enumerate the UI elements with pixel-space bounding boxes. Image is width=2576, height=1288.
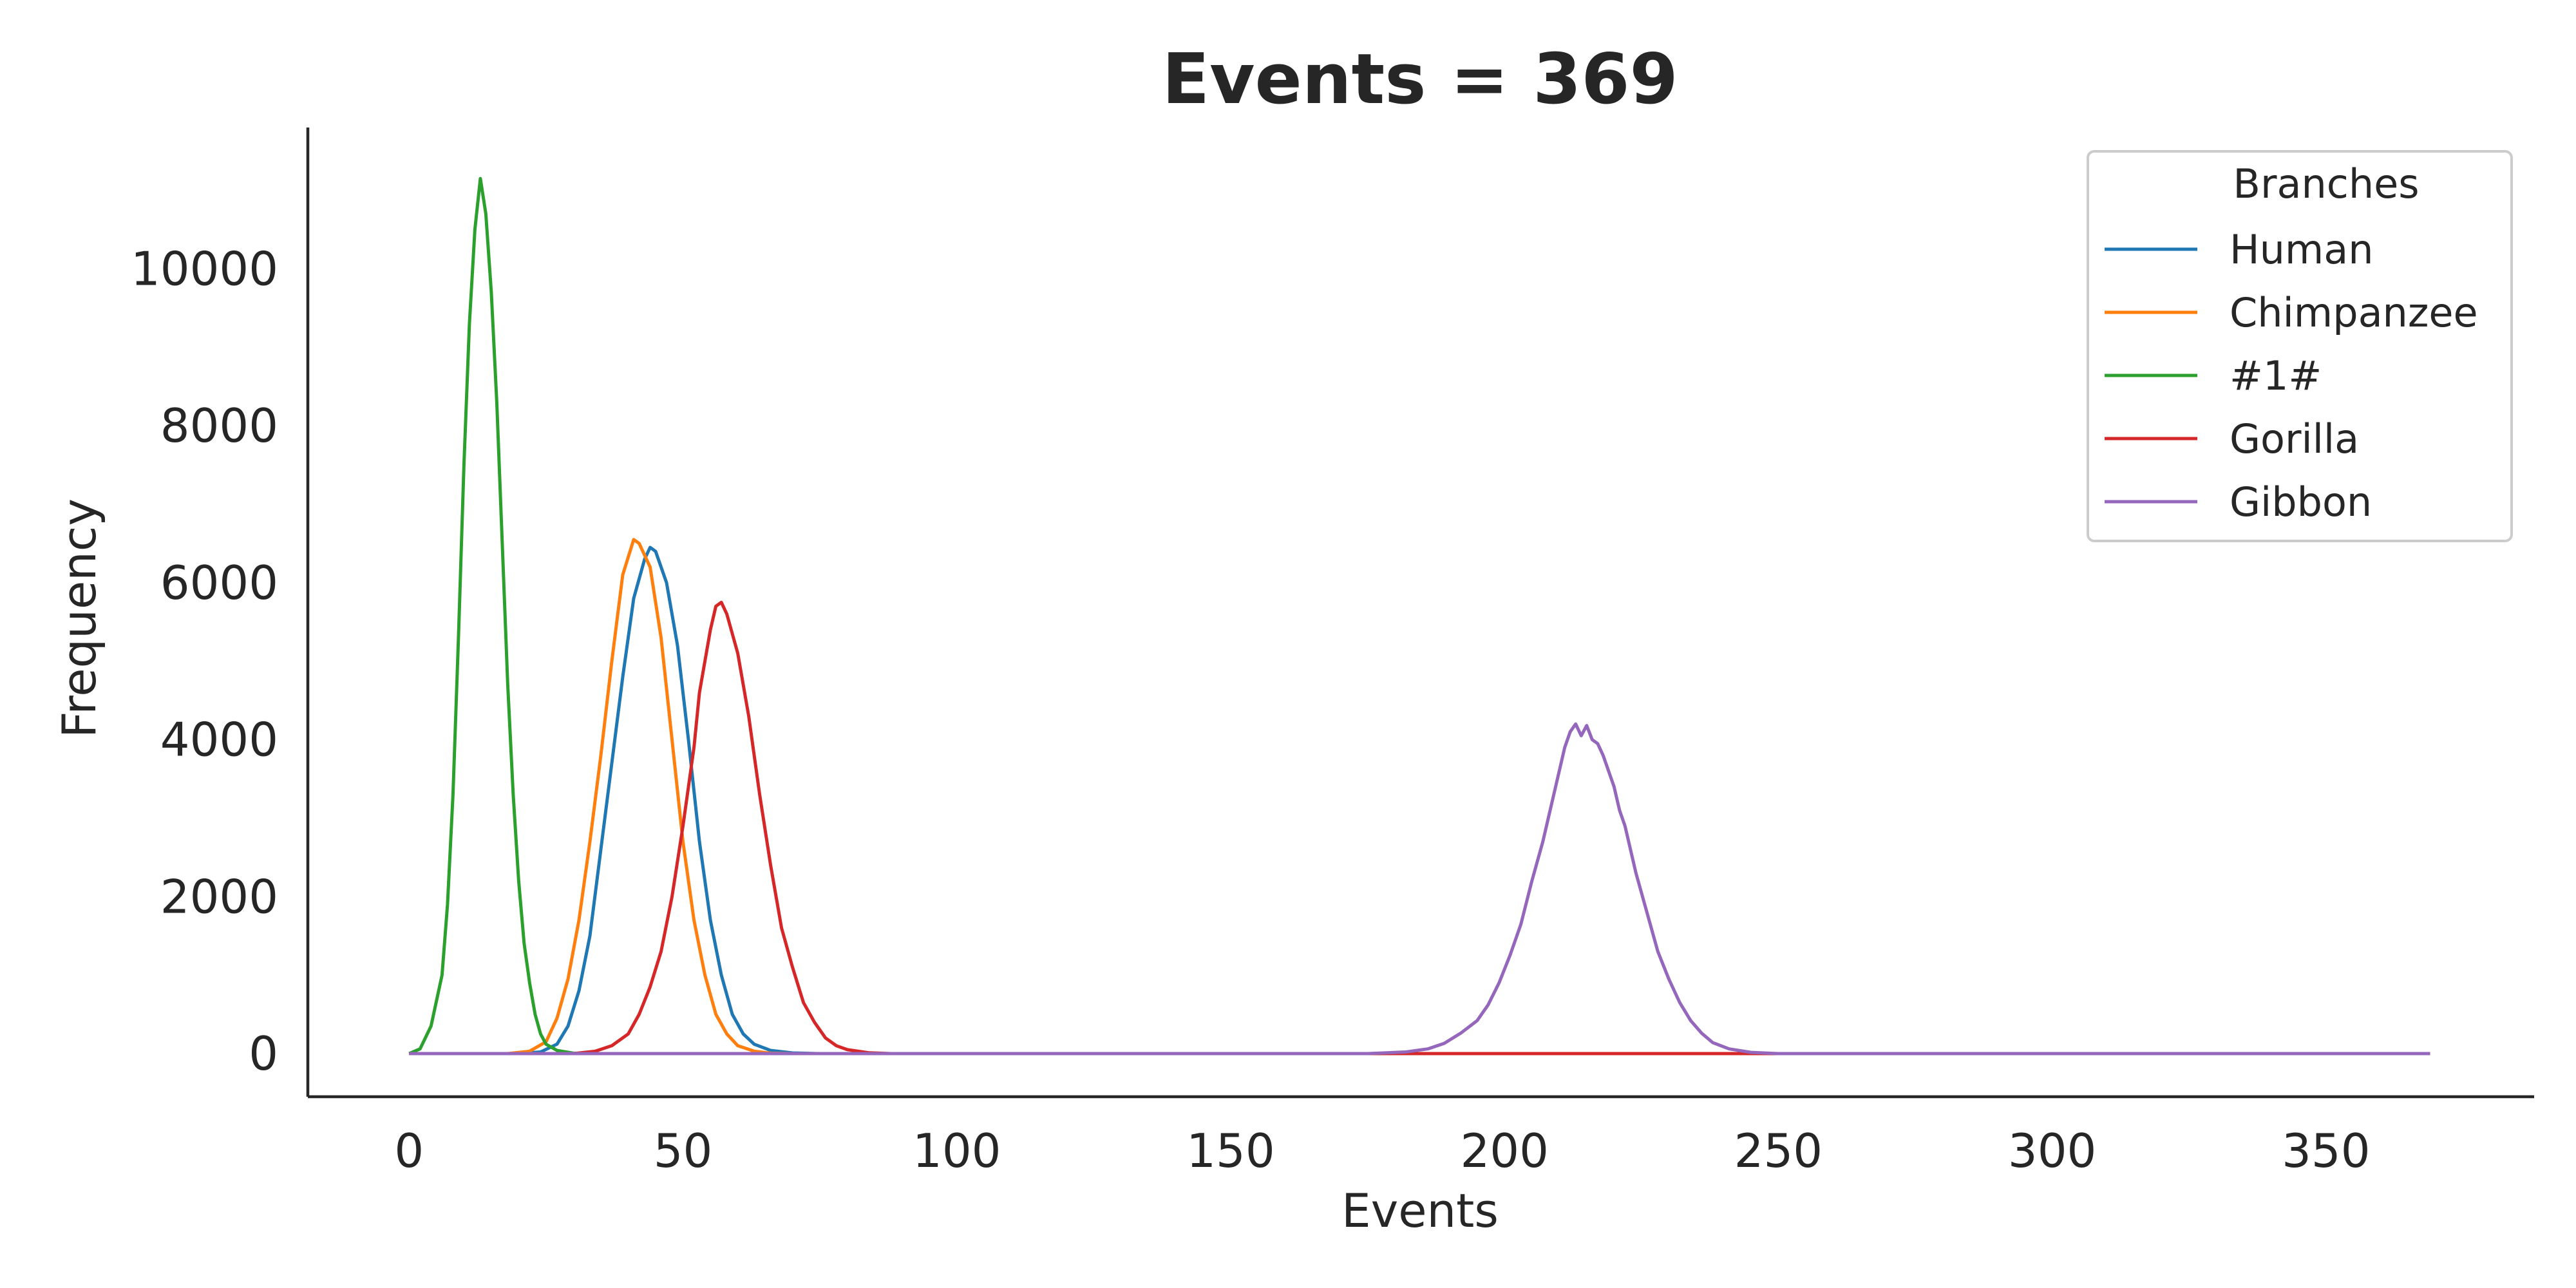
legend-title: Branches <box>2233 160 2419 207</box>
x-ticks: 0 50 100 150 200 250 300 350 <box>394 1124 2370 1178</box>
y-tick-label: 4000 <box>160 713 278 767</box>
x-tick-label: 100 <box>913 1124 1001 1178</box>
x-tick-label: 350 <box>2282 1124 2370 1178</box>
y-tick-label: 6000 <box>160 556 278 610</box>
series-line-gorilla <box>409 600 2430 1056</box>
y-tick-label: 10000 <box>131 242 278 296</box>
legend-label: #1# <box>2230 352 2322 399</box>
legend-label: Gibbon <box>2230 478 2372 526</box>
x-axis-label: Events <box>1341 1184 1499 1238</box>
x-tick-label: 300 <box>2008 1124 2096 1178</box>
y-axis-label: Frequency <box>52 498 106 738</box>
series-line-1 <box>408 176 2430 1056</box>
x-tick-label: 250 <box>1734 1124 1823 1178</box>
x-tick-label: 150 <box>1186 1124 1274 1178</box>
y-tick-label: 0 <box>249 1027 278 1081</box>
y-ticks: 0 2000 4000 6000 8000 10000 <box>131 242 278 1081</box>
legend-label: Chimpanzee <box>2230 289 2478 336</box>
x-tick-label: 200 <box>1460 1124 1548 1178</box>
x-tick-label: 0 <box>394 1124 424 1178</box>
legend-label: Human <box>2230 226 2374 273</box>
series-line-human <box>409 545 2430 1056</box>
legend: Branches Human Chimpanzee #1# Gorilla Gibbon <box>2087 150 2513 542</box>
x-tick-label: 50 <box>654 1124 713 1178</box>
y-tick-label: 8000 <box>160 399 278 453</box>
series-line-chimpanzee <box>409 538 2430 1056</box>
plot-lines <box>408 176 2430 1056</box>
axes <box>306 128 2534 1099</box>
series-line-gibbon <box>409 722 2430 1056</box>
chart-title: Events = 369 <box>1162 39 1678 120</box>
y-tick-label: 2000 <box>160 869 278 923</box>
legend-label: Gorilla <box>2230 415 2359 462</box>
